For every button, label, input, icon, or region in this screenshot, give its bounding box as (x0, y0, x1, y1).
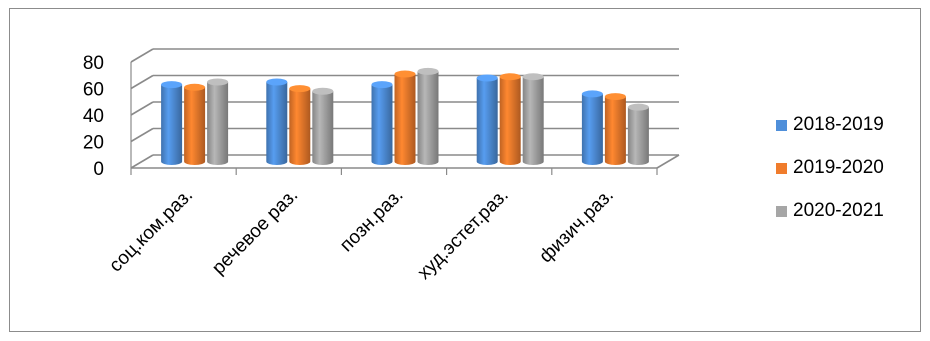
floor-right-edge (656, 154, 680, 169)
y-tick-label: 80 (83, 53, 104, 74)
bar (394, 70, 416, 166)
bar (289, 85, 311, 166)
bar (161, 81, 183, 165)
bar (312, 87, 334, 166)
bar (417, 67, 439, 166)
legend-swatch (776, 162, 787, 174)
bar (266, 78, 288, 166)
legend: 2018-2019 2019-2020 2020-2021 (776, 114, 884, 243)
x-category-label: позн.раз. (336, 185, 407, 256)
bar (604, 93, 626, 166)
bar (627, 103, 649, 166)
legend-label: 2018-2019 (793, 114, 884, 135)
x-category-label: физич.раз. (535, 185, 617, 267)
x-category-label: речевое раз. (208, 185, 302, 279)
x-category-label: соц.ком.раз. (105, 185, 197, 277)
y-tick-label: 20 (83, 133, 104, 154)
chart-frame (9, 8, 921, 332)
bar (207, 78, 229, 166)
legend-item: 2019-2020 (776, 157, 884, 179)
bar (476, 74, 498, 166)
y-tick-label: 40 (83, 106, 104, 127)
x-category-label: худ.эстет.раз. (414, 185, 513, 284)
side-gridline (130, 101, 154, 116)
side-gridline (130, 74, 154, 90)
bar (499, 73, 521, 166)
bar (184, 83, 206, 166)
side-gridline (130, 154, 154, 169)
legend-swatch (776, 205, 787, 217)
y-tick-label: 0 (93, 159, 104, 180)
bar (581, 90, 603, 166)
legend-item: 2018-2019 (776, 114, 884, 136)
side-gridline (130, 127, 154, 143)
y-tick-label: 60 (83, 80, 104, 101)
bar (522, 73, 544, 166)
bar (371, 81, 393, 166)
legend-item: 2020-2021 (776, 200, 884, 222)
legend-label: 2020-2021 (793, 200, 884, 221)
legend-swatch (776, 119, 787, 131)
side-gridline (130, 48, 154, 63)
legend-label: 2019-2020 (793, 157, 884, 178)
